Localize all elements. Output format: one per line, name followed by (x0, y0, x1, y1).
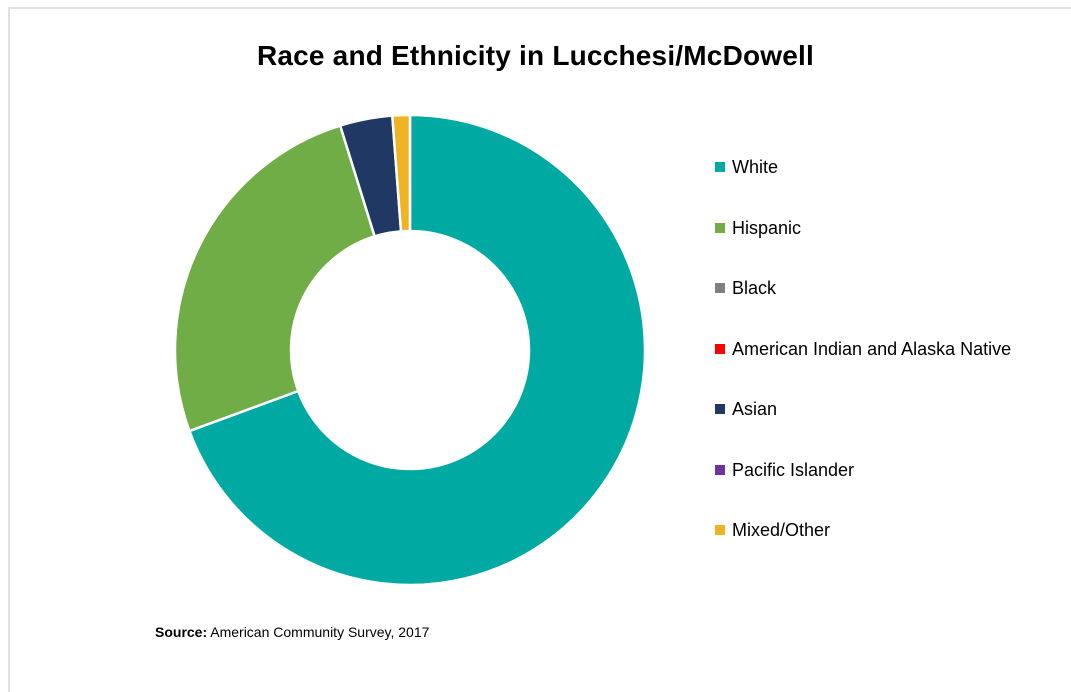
legend-item-asian: Asian (715, 397, 1011, 458)
slice-mixed-other (390, 113, 412, 233)
legend-label: Asian (732, 399, 778, 419)
legend-label: American Indian and Alaska Native (732, 338, 1012, 359)
donut-chart (173, 113, 647, 587)
legend-label: White (732, 157, 779, 177)
legend-swatch (715, 464, 725, 475)
chart-frame (8, 7, 1071, 692)
source-note: Source: American Community Survey, 2017 (155, 624, 429, 640)
legend-item-white: White (715, 155, 1011, 216)
legend-swatch (715, 283, 725, 293)
chart-title: Race and Ethnicity in Lucchesi/McDowell (256, 40, 815, 71)
slice-hispanic (173, 124, 377, 433)
chart-legend: White Hispanic Black American Indian and Al… (715, 155, 1011, 579)
legend-label: Hispanic (732, 217, 802, 238)
legend-swatch (715, 343, 725, 354)
legend-swatch (715, 162, 725, 172)
legend-label: Black (732, 278, 777, 298)
legend-item-mixed-other: Mixed/Other (715, 518, 1011, 579)
legend-swatch (715, 222, 725, 233)
slice-white (187, 113, 647, 587)
legend-label: Pacific Islander (732, 459, 855, 480)
source-text: American Community Survey, 2017 (210, 624, 430, 640)
legend-label: Mixed/Other (732, 520, 831, 540)
source-label: Source: (155, 624, 208, 640)
legend-item-black: Black (715, 276, 1011, 337)
legend-item-pacific-islander: Pacific Islander (715, 458, 1011, 519)
legend-item-hispanic: Hispanic (715, 216, 1011, 277)
legend-swatch (715, 525, 725, 535)
legend-item-american-indian-and-alaska-native: American Indian and Alaska Native (715, 337, 1011, 398)
legend-swatch (715, 404, 725, 414)
